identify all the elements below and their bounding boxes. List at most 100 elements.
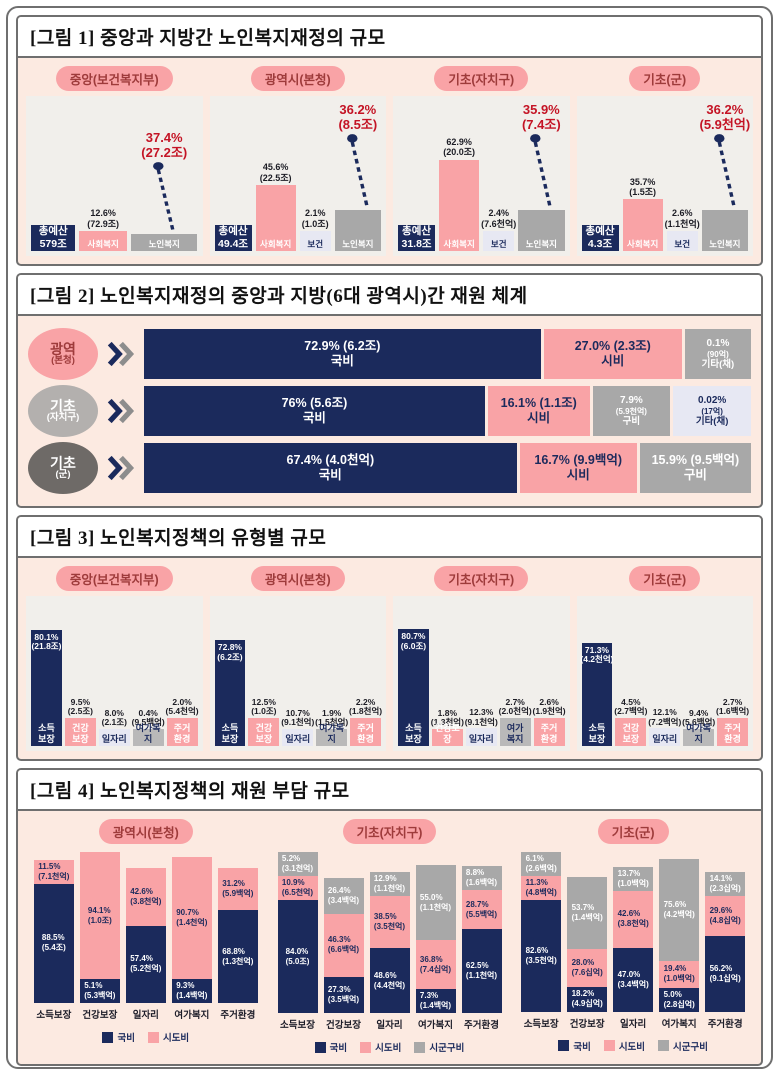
fig4-panel-header: 광역시(본청)	[98, 819, 193, 844]
fig1-panel-header: 광역시(본청)	[250, 66, 345, 91]
health-label: 보건	[674, 238, 691, 249]
fig4-column-소득보장: 6.1% (2.6백억) 11.3% (4.8백억) 82.6% (3.5천억) 소득보장	[521, 852, 562, 1030]
fig4-column-주거환경: 31.2% (5.9백억) 68.8% (1.3천억) 주거환경	[217, 868, 258, 1022]
fig4-bars: 11.5% (7.1천억) 88.5% (5.4조) 소득보장 94.1% (1.0조) 5.…	[30, 852, 262, 1021]
legend-swatch-icon	[314, 1041, 326, 1053]
social-welfare-bar: 사회복지	[79, 231, 127, 251]
fig3-bar-label: 일자리	[101, 733, 127, 744]
social-welfare-label: 사회복지	[443, 238, 475, 249]
health-bar: 보건	[299, 231, 331, 251]
fig4-segment: 42.6% (3.8천억)	[125, 868, 166, 926]
fig1-chart: 총예산 579조 12.6% (72.9조) 사회복지 37.4% (27.2조) 노인복지	[26, 96, 203, 256]
oldage-welfare-bar: 노인복지	[334, 209, 381, 251]
fig4-category-label: 여가복지	[418, 1020, 453, 1032]
fig4-stack: 53.7% (1.4백억) 28.0% (7.6십억) 18.2% (4.9십억)	[567, 876, 608, 1012]
fig3-bar-value: 10.7% (9.1천억)	[281, 707, 315, 728]
fig4-column-주거환경: 14.1% (2.3십억) 29.6% (4.8십억) 56.2% (9.1십억) 주거환경	[705, 871, 746, 1030]
health-value: 2.1% (1.0조)	[301, 208, 329, 229]
gov-level-sub: (본청)	[51, 355, 75, 367]
social-welfare-label: 사회복지	[87, 238, 119, 249]
fig4-category-label: 소득보장	[523, 1018, 559, 1030]
legend-label: 시도비	[162, 1033, 190, 1045]
fig4-bars: 5.2% (3.1천억) 10.9% (6.5천억) 84.0% (5.0조) 소득보장 26…	[274, 852, 506, 1031]
fig2-row: 기초 (군) 67.4% (4.0천억) 국비 16.7% (9.9백억) 시비 15.9%…	[28, 442, 751, 494]
fig4-segment: 47.0% (3.4백억)	[613, 948, 654, 1012]
fig2-stacked-bar: 67.4% (4.0천억) 국비 16.7% (9.9백억) 시비 15.9% (9.5…	[144, 443, 751, 493]
fig4-segment: 53.7% (1.4백억)	[567, 876, 608, 950]
fig4-stack: 6.1% (2.6백억) 11.3% (4.8백억) 82.6% (3.5천억)	[521, 852, 562, 1012]
fig3-bar-value: 71.3% (4.2천억)	[580, 644, 614, 665]
dashed-connector	[339, 133, 377, 210]
fig3-column-일자리: 10.7% (9.1천억) 일자리	[281, 707, 315, 746]
legend-item-시군구비: 시군구비	[414, 1040, 464, 1054]
fig3-bar-value: 1.8% (1.3천억)	[430, 707, 464, 728]
fig3-bar: 여가복지	[132, 723, 164, 746]
fig3-bar: 주거 환경	[717, 718, 749, 746]
social-welfare-value: 62.9% (20.0조)	[443, 137, 476, 158]
fig4-segment: 29.6% (4.8십억)	[705, 895, 746, 936]
fig4-stack: 94.1% (1.0조) 5.1% (5.3백억)	[79, 852, 120, 1004]
fig4-category-label: 주거환경	[220, 1010, 256, 1022]
dashed-connector	[145, 161, 183, 234]
fig3-column-여가복지: 0.4% (9.5백억) 여가복지	[132, 708, 165, 746]
fig2-gov-level-badge: 기초 (군)	[28, 442, 98, 494]
fig2-segment-기타(채): 0.1% (90억) 기타(채)	[684, 329, 751, 379]
oldage-welfare-value: 35.9% (7.4조)	[521, 102, 561, 132]
fig4-column-건강보장: 94.1% (1.0조) 5.1% (5.3백억) 건강보장	[79, 852, 120, 1021]
fig1-social-column: 12.6% (72.9조) 사회복지	[79, 208, 127, 251]
fig4-segment: 38.5% (3.5천억)	[369, 895, 410, 948]
fig3-bar-value: 12.1% (7.2백억)	[648, 707, 682, 727]
fig3-bar-value: 12.5% (1.0조)	[251, 696, 277, 717]
fig3-column-여가복지: 2.7% (2.0천억) 여가 복지	[498, 696, 532, 746]
fig3-bar-label: 일자리	[652, 733, 678, 744]
fig3-bar-label: 일자리	[468, 733, 494, 744]
oldage-welfare-label: 노인복지	[525, 238, 557, 249]
fig3-bar-value: 2.7% (1.6백억)	[716, 696, 750, 717]
legend-item-시도비: 시도비	[360, 1040, 401, 1054]
total-budget-bar: 총예산 49.4조	[214, 224, 252, 251]
fig3-column-일자리: 8.0% (2.1조) 일자리	[98, 708, 130, 746]
fig1-panel: 기초(자치구) 총예산 31.8조 62.9% (20.0조) 사회복지 2.4% (7.6천…	[393, 66, 570, 256]
fig3-bar-value: 72.8% (6.2조)	[217, 642, 243, 662]
fig4-panel: 광역시(본청) 11.5% (7.1천억) 88.5% (5.4조) 소득보장 94.1%(…	[30, 819, 262, 1054]
figure4-title: [그림 4] 노인복지정책의 재원 부담 규모	[18, 770, 761, 811]
gov-level-sub: (자치구)	[46, 412, 80, 424]
health-bar: 보건	[483, 231, 515, 251]
fig4-panel: 기초(자치구) 5.2% (3.1천억) 10.9% (6.5천억) 84.0% (5.0조…	[274, 819, 506, 1054]
social-welfare-label: 사회복지	[260, 238, 292, 249]
fig1-chart: 총예산 31.8조 62.9% (20.0조) 사회복지 2.4% (7.6천억) 보건 35.…	[393, 96, 570, 256]
legend-swatch-icon	[414, 1041, 426, 1053]
total-budget-bar: 총예산 579조	[31, 224, 76, 251]
fig3-bar-value: 2.7% (2.0천억)	[498, 696, 532, 717]
fig3-panel-header: 중앙(보건복지부)	[55, 566, 173, 591]
fig4-stack: 14.1% (2.3십억) 29.6% (4.8십억) 56.2% (9.1십억)	[705, 871, 746, 1012]
health-label: 보건	[307, 238, 324, 249]
fig3-column-건강보장: 4.5% (2.7백억) 건강 보장	[614, 697, 647, 746]
fig3-bar-label: 일자리	[285, 733, 311, 744]
fig1-chart: 총예산 49.4조 45.6% (22.5조) 사회복지 2.1% (1.0조) 보건 36.2…	[209, 96, 386, 256]
fig4-segment: 57.4% (5.2천억)	[125, 925, 166, 1004]
fig3-bar: 일자리	[282, 729, 314, 746]
legend-item-시군구비: 시군구비	[658, 1039, 708, 1053]
social-welfare-bar: 사회복지	[255, 184, 296, 251]
fig3-bar-value: 1.9% (1.5천억)	[315, 707, 349, 728]
fig3-column-주거환경: 2.7% (1.6백억) 주거 환경	[716, 696, 750, 746]
fig3-column-주거환경: 2.0% (5.4천억) 주거 환경	[166, 697, 199, 746]
fig4-column-여가복지: 90.7% (1.4천억) 9.3% (1.4백억) 여가복지	[171, 856, 212, 1021]
fig4-segment: 82.6% (3.5천억)	[521, 900, 562, 1012]
fig4-segment: 7.3% (1.4백억)	[415, 989, 456, 1014]
oldage-welfare-label: 노인복지	[709, 238, 741, 249]
fig4-column-여가복지: 55.0% (1.1천억) 36.8% (7.4십억) 7.3% (1.4백억) 여가복지	[415, 865, 456, 1032]
fig3-bar-label: 주거 환경	[357, 723, 374, 744]
legend-label: 시도비	[618, 1041, 646, 1053]
fig4-segment: 19.4% (1.0백억)	[659, 961, 700, 988]
fig1-health-column: 2.1% (1.0조) 보건	[299, 208, 331, 251]
gov-level-name: 광역	[50, 340, 76, 357]
fig4-segment: 26.4% (3.4백억)	[323, 878, 364, 915]
fig3-panel: 광역시(본청) 72.8% (6.2조) 소득 보장 12.5% (1.0조) 건강 보장 10.…	[209, 566, 386, 751]
fig3-bar: 주거 환경	[166, 718, 198, 746]
fig3-panel: 기초(자치구) 80.7% (6.0조) 소득 보장 1.8% (1.3천억) 건강보장 12.…	[393, 566, 570, 751]
